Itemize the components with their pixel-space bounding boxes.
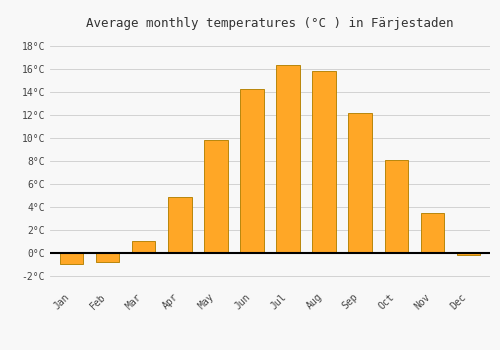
Bar	[96, 253, 120, 262]
Bar	[312, 70, 336, 253]
Bar	[276, 65, 300, 253]
Bar	[384, 160, 408, 253]
Bar	[420, 212, 444, 253]
Bar	[168, 196, 192, 253]
Bar	[60, 253, 84, 264]
Bar	[348, 113, 372, 253]
Bar	[132, 241, 156, 253]
Bar	[456, 253, 480, 255]
Bar	[240, 89, 264, 253]
Bar	[204, 140, 228, 253]
Title: Average monthly temperatures (°C ) in Färjestaden: Average monthly temperatures (°C ) in Fä…	[86, 17, 454, 30]
